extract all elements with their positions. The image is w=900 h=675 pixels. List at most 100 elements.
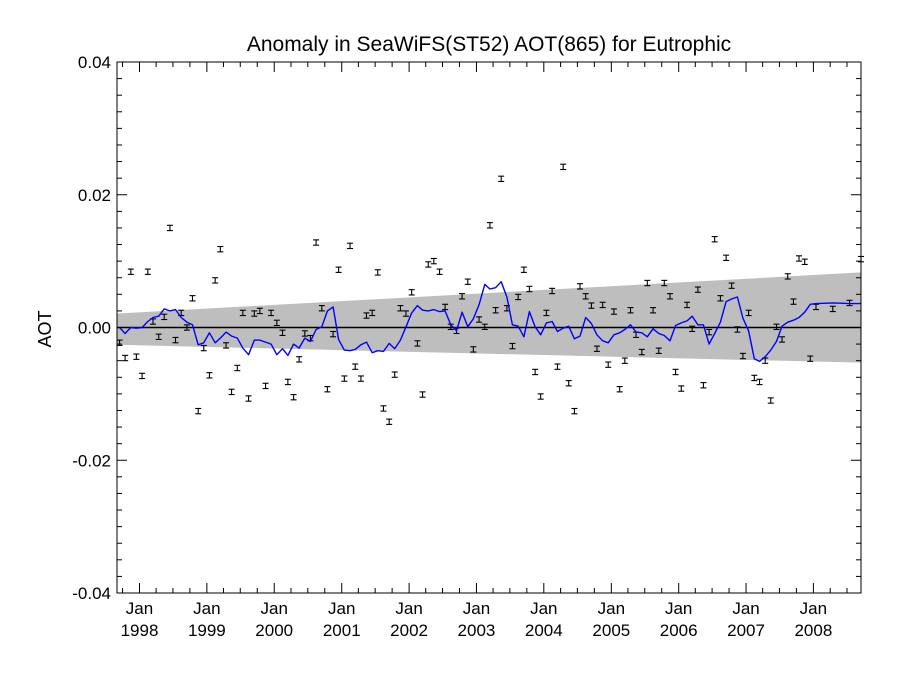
data-point xyxy=(200,344,207,352)
y-tick-label: -0.02 xyxy=(72,451,111,470)
data-point xyxy=(347,242,354,250)
data-point xyxy=(689,325,696,333)
data-point xyxy=(470,346,477,353)
x-tick-month-label: Jan xyxy=(598,599,625,618)
data-point xyxy=(363,312,370,319)
data-point xyxy=(122,354,129,362)
data-point xyxy=(430,257,437,265)
plot-axes: 0.04 0.02 0.00 -0.02 -0.04 Jan 1998 Jan 1999 Jan 2… xyxy=(72,53,862,640)
data-point xyxy=(610,308,617,315)
data-point xyxy=(638,348,645,356)
data-point xyxy=(734,326,741,333)
data-point xyxy=(627,307,634,314)
data-point xyxy=(543,309,550,317)
y-tick-label: -0.04 xyxy=(72,584,111,603)
x-tick-year-label: 2007 xyxy=(727,621,765,640)
data-point xyxy=(549,287,556,295)
data-point xyxy=(655,347,662,354)
data-point xyxy=(144,268,151,275)
data-point xyxy=(335,266,342,273)
data-point xyxy=(459,293,466,300)
data-point xyxy=(509,342,516,350)
y-tick-label: 0.00 xyxy=(78,319,111,338)
data-point xyxy=(672,368,679,376)
data-point xyxy=(621,357,628,364)
data-point xyxy=(189,295,196,302)
data-point xyxy=(133,353,140,360)
data-point xyxy=(245,395,252,402)
x-tick-year-label: 2003 xyxy=(458,621,496,640)
x-tick-month-label: Jan xyxy=(530,599,557,618)
data-point xyxy=(318,305,325,312)
data-point xyxy=(492,307,499,314)
data-point xyxy=(476,316,483,323)
data-point xyxy=(593,345,600,352)
data-point xyxy=(341,375,348,382)
data-point xyxy=(419,391,426,398)
data-point xyxy=(745,309,752,317)
data-point xyxy=(756,378,763,386)
data-point xyxy=(560,163,567,171)
x-tick-year-label: 2000 xyxy=(255,621,293,640)
data-point xyxy=(206,372,213,379)
data-point xyxy=(330,330,337,338)
data-point xyxy=(268,309,275,317)
data-point xyxy=(386,418,393,425)
data-point xyxy=(773,323,780,331)
data-point xyxy=(352,363,359,370)
data-point xyxy=(380,405,387,412)
data-point xyxy=(414,340,421,347)
data-point xyxy=(801,258,808,265)
data-point xyxy=(369,309,376,317)
y-tick-label: 0.02 xyxy=(78,186,111,205)
data-point xyxy=(565,380,572,387)
data-point xyxy=(436,268,443,275)
data-point xyxy=(217,245,224,253)
data-point xyxy=(706,328,713,336)
data-point xyxy=(515,293,522,301)
data-point xyxy=(767,397,774,404)
data-point xyxy=(779,336,786,343)
data-point xyxy=(723,254,730,262)
data-point xyxy=(262,382,269,390)
data-point xyxy=(520,266,527,273)
data-point xyxy=(425,261,432,268)
data-point xyxy=(605,361,612,368)
data-point xyxy=(161,313,168,321)
data-point xyxy=(290,393,297,401)
data-point xyxy=(667,293,674,300)
data-point xyxy=(796,255,802,262)
data-point xyxy=(313,239,320,246)
data-point xyxy=(279,329,286,337)
x-tick-year-label: 2005 xyxy=(592,621,630,640)
data-point xyxy=(402,310,409,317)
data-point xyxy=(644,279,651,287)
y-tick-label: 0.04 xyxy=(78,53,111,72)
data-point xyxy=(234,364,241,372)
data-point xyxy=(481,323,488,331)
data-point xyxy=(284,378,291,386)
data-point xyxy=(183,324,190,331)
x-tick-year-label: 2008 xyxy=(794,621,832,640)
x-tick-month-label: Jan xyxy=(732,599,759,618)
data-point xyxy=(273,319,280,327)
data-point xyxy=(537,393,544,400)
data-point xyxy=(694,286,701,293)
data-point xyxy=(711,236,718,243)
x-tick-month-label: Jan xyxy=(328,599,355,618)
x-tick-month-label: Jan xyxy=(395,599,422,618)
data-point xyxy=(790,298,797,305)
data-point xyxy=(683,301,690,309)
data-point xyxy=(700,382,707,389)
data-point xyxy=(829,305,836,313)
data-point xyxy=(223,342,230,349)
data-point xyxy=(739,352,746,360)
data-point xyxy=(728,282,735,289)
trend-confidence-band xyxy=(117,272,861,363)
x-tick-year-label: 2001 xyxy=(323,621,361,640)
data-point xyxy=(784,273,791,280)
data-point xyxy=(599,301,606,309)
x-tick-month-label: Jan xyxy=(800,599,827,618)
data-point xyxy=(464,278,471,285)
